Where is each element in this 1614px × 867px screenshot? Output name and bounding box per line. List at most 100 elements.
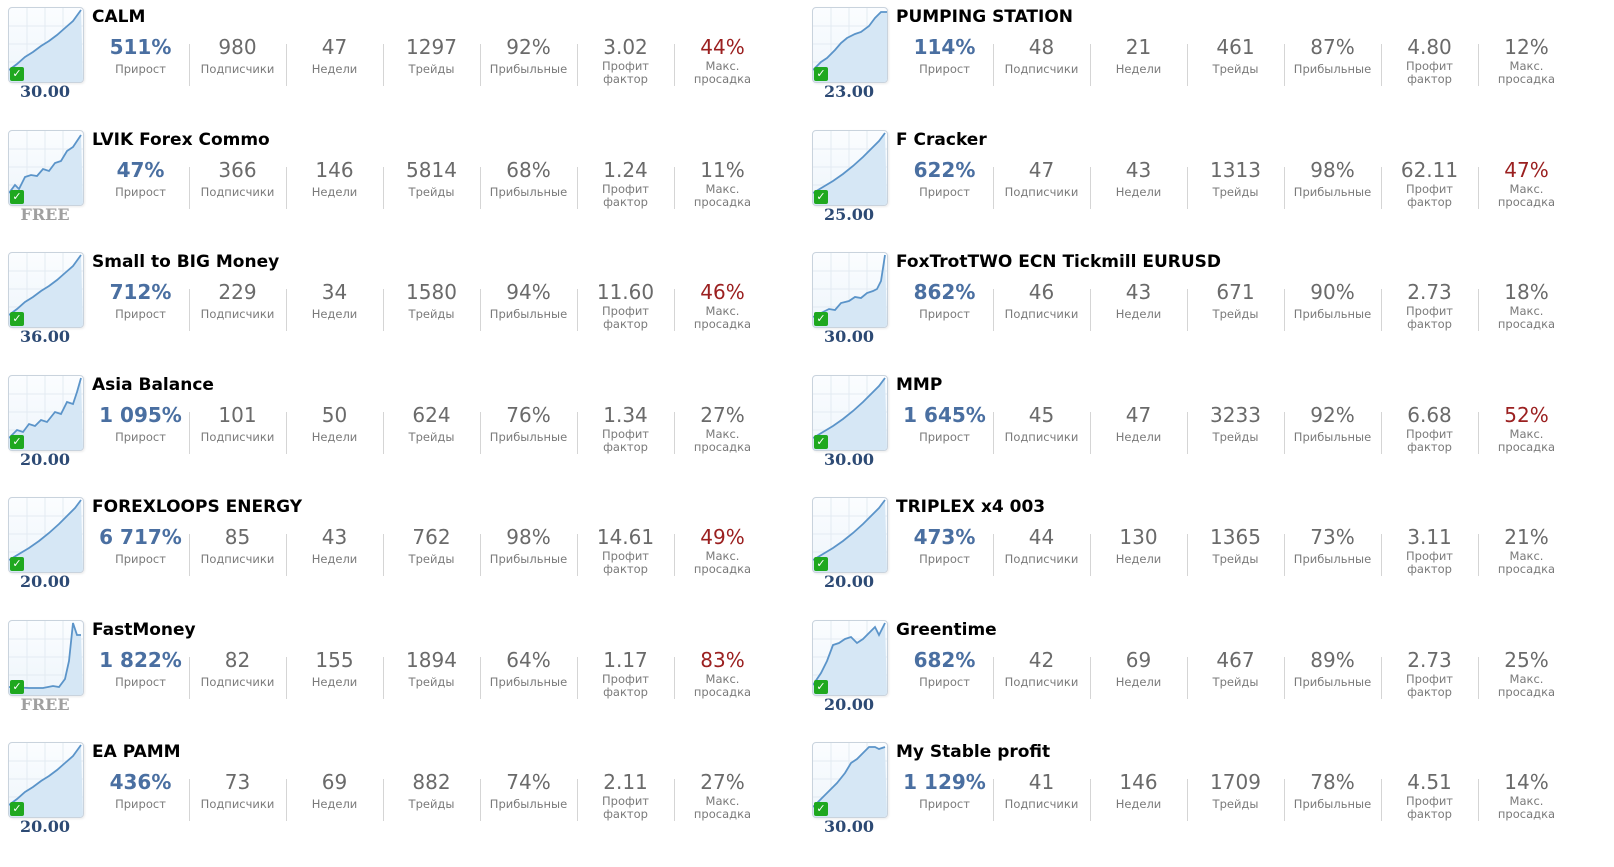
signal-name[interactable]: FoxTrotTWO ECN Tickmill EURUSD <box>896 252 1222 272</box>
signal-thumbnail[interactable]: ✓ <box>812 742 888 818</box>
stat-divider <box>189 779 190 821</box>
signal-thumbnail[interactable]: ✓ <box>8 129 84 206</box>
profitable-stat: 64% Прибыльные <box>480 645 577 703</box>
weeks-stat: 146 Недели <box>286 155 383 213</box>
signal-thumbnail[interactable]: ✓ <box>8 252 84 328</box>
signal-thumbnail[interactable]: ✓ <box>812 497 888 573</box>
stat-divider <box>1187 656 1188 699</box>
signal-name[interactable]: TRIPLEX x4 003 <box>896 497 1046 517</box>
subscribers-stat-value: 82 <box>224 647 251 672</box>
profitable-stat-label: Прибыльные <box>489 797 568 811</box>
trades-stat: 1297 Трейды <box>383 32 480 90</box>
signal-card[interactable]: ✓ FREE FastMoney 1 822% Прирост 82 Подписч… <box>0 613 790 735</box>
signal-thumbnail[interactable]: ✓ <box>812 252 888 328</box>
profit-factor-stat-label: Профит фактор <box>602 549 649 576</box>
subscribers-stat: 82 Подписчики <box>189 645 286 703</box>
equity-chart <box>813 253 887 327</box>
verified-check-icon: ✓ <box>814 434 828 449</box>
signal-card[interactable]: ✓ 23.00 PUMPING STATION 114% Прирост 48 По… <box>804 0 1594 122</box>
profitable-stat-value: 90% <box>1310 280 1355 304</box>
profitable-stat: 98% Прибыльные <box>1284 155 1381 213</box>
signal-thumbnail[interactable]: ✓ <box>812 7 888 83</box>
signal-name[interactable]: FastMoney <box>92 619 196 640</box>
signal-card[interactable]: ✓ FREE LVIK Forex Commo 47% Прирост 366 По… <box>0 123 790 245</box>
signal-card[interactable]: ✓ 25.00 F Cracker 622% Прирост 47 Подписчи… <box>804 123 1594 245</box>
signal-card[interactable]: ✓ 20.00 EA PAMM 436% Прирост 73 Подписчики… <box>0 735 790 857</box>
weeks-stat-value: 146 <box>1119 770 1158 794</box>
signal-name[interactable]: PUMPING STATION <box>896 7 1074 27</box>
weeks-stat-label: Недели <box>311 184 358 199</box>
profit-factor-stat: 1.17 Профит фактор <box>577 645 674 703</box>
stat-divider <box>286 289 287 331</box>
drawdown-stat-label: Макс. просадка <box>693 794 752 821</box>
drawdown-stat-label: Макс. просадка <box>1497 671 1556 699</box>
signal-name[interactable]: My Stable profit <box>896 742 1051 762</box>
signal-name[interactable]: Greentime <box>896 619 997 640</box>
signal-thumbnail[interactable]: ✓ <box>8 7 84 83</box>
subscribers-stat-label: Подписчики <box>200 184 275 199</box>
trades-stat-label: Трейды <box>1212 307 1259 321</box>
growth-stat: 6 717% Прирост <box>92 522 189 580</box>
trades-stat-label: Трейды <box>408 552 455 566</box>
stat-divider <box>383 166 384 209</box>
stat-divider <box>1187 289 1188 331</box>
signal-name[interactable]: EA PAMM <box>92 742 181 762</box>
signal-thumbnail[interactable]: ✓ <box>8 374 84 451</box>
drawdown-stat-label: Макс. просадка <box>1497 304 1556 331</box>
signal-thumbnail[interactable]: ✓ <box>812 374 888 451</box>
signal-card[interactable]: ✓ 20.00 Greentime 682% Прирост 42 Подписчи… <box>804 613 1594 735</box>
signal-price: 36.00 <box>19 327 71 346</box>
weeks-stat-label: Недели <box>311 62 358 76</box>
signal-card[interactable]: ✓ 36.00 Small to BIG Money 712% Прирост 22… <box>0 245 790 367</box>
signal-thumbnail[interactable]: ✓ <box>8 742 84 818</box>
signal-price: 30.00 <box>19 82 71 101</box>
subscribers-stat-value: 73 <box>224 770 251 794</box>
drawdown-stat: 25% Макс. просадка <box>1478 645 1575 703</box>
stat-divider <box>189 656 190 699</box>
profit-factor-stat-value: 4.80 <box>1407 35 1452 59</box>
signal-thumbnail[interactable]: ✓ <box>8 497 84 573</box>
profitable-stat: 87% Прибыльные <box>1284 32 1381 90</box>
signal-price: 20.00 <box>823 694 875 714</box>
subscribers-stat-value: 85 <box>224 525 251 549</box>
signal-name[interactable]: Asia Balance <box>92 374 214 395</box>
signal-name[interactable]: MMP <box>896 374 943 395</box>
signal-name[interactable]: Small to BIG Money <box>92 252 280 272</box>
stat-divider <box>383 779 384 821</box>
equity-chart <box>9 8 83 82</box>
signal-card[interactable]: ✓ 30.00 CALM 511% Прирост 980 Подписчики 4… <box>0 0 790 122</box>
signal-thumbnail[interactable]: ✓ <box>8 619 84 696</box>
growth-stat-value: 1 645% <box>903 402 986 427</box>
trades-stat: 3233 Трейды <box>1187 400 1284 458</box>
signal-thumbnail[interactable]: ✓ <box>812 129 888 206</box>
signal-card[interactable]: ✓ 30.00 FoxTrotTWO ECN Tickmill EURUSD 862… <box>804 245 1594 367</box>
signal-card[interactable]: ✓ 30.00 MMP 1 645% Прирост 45 Подписчики 4… <box>804 368 1594 490</box>
signal-price: 30.00 <box>823 327 875 346</box>
signal-card[interactable]: ✓ 20.00 TRIPLEX x4 003 473% Прирост 44 Под… <box>804 490 1594 612</box>
drawdown-stat-label: Макс. просадка <box>1497 794 1556 821</box>
signal-thumbnail[interactable]: ✓ <box>812 619 888 696</box>
signal-card[interactable]: ✓ 20.00 Asia Balance 1 095% Прирост 101 По… <box>0 368 790 490</box>
trades-stat-label: Трейды <box>1212 184 1259 199</box>
trades-stat-label: Трейды <box>1212 797 1259 811</box>
growth-stat-value: 1 095% <box>99 402 182 427</box>
trades-stat: 1365 Трейды <box>1187 522 1284 580</box>
profitable-stat: 92% Прибыльные <box>1284 400 1381 458</box>
signal-name[interactable]: CALM <box>92 7 146 27</box>
growth-stat-value: 622% <box>913 157 976 182</box>
signal-name[interactable]: LVIK Forex Commo <box>92 129 270 150</box>
stat-divider <box>674 779 675 821</box>
subscribers-stat-label: Подписчики <box>200 62 275 76</box>
verified-check-icon: ✓ <box>10 312 24 326</box>
drawdown-stat-label: Макс. просадка <box>693 549 752 576</box>
weeks-stat-label: Недели <box>311 674 358 689</box>
signal-card[interactable]: ✓ 30.00 My Stable profit 1 129% Прирост 41… <box>804 735 1594 857</box>
signal-name[interactable]: F Cracker <box>896 129 987 150</box>
weeks-stat-label: Недели <box>1115 797 1162 811</box>
signal-name[interactable]: FOREXLOOPS ENERGY <box>92 497 303 517</box>
stat-divider <box>993 534 994 576</box>
signal-card[interactable]: ✓ 20.00 FOREXLOOPS ENERGY 6 717% Прирост 8… <box>0 490 790 612</box>
drawdown-stat-value: 27% <box>700 770 745 794</box>
growth-stat: 436% Прирост <box>92 767 189 825</box>
signal-price: 25.00 <box>823 204 875 224</box>
